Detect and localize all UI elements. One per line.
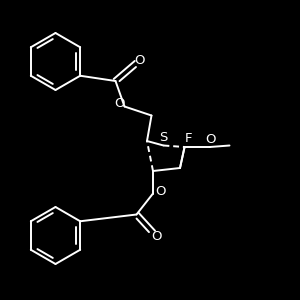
Text: S: S [159, 130, 168, 144]
Text: O: O [134, 53, 145, 67]
Text: F: F [185, 132, 192, 145]
Text: O: O [206, 133, 216, 146]
Text: O: O [155, 184, 166, 198]
Text: O: O [114, 97, 124, 110]
Text: O: O [151, 230, 161, 243]
